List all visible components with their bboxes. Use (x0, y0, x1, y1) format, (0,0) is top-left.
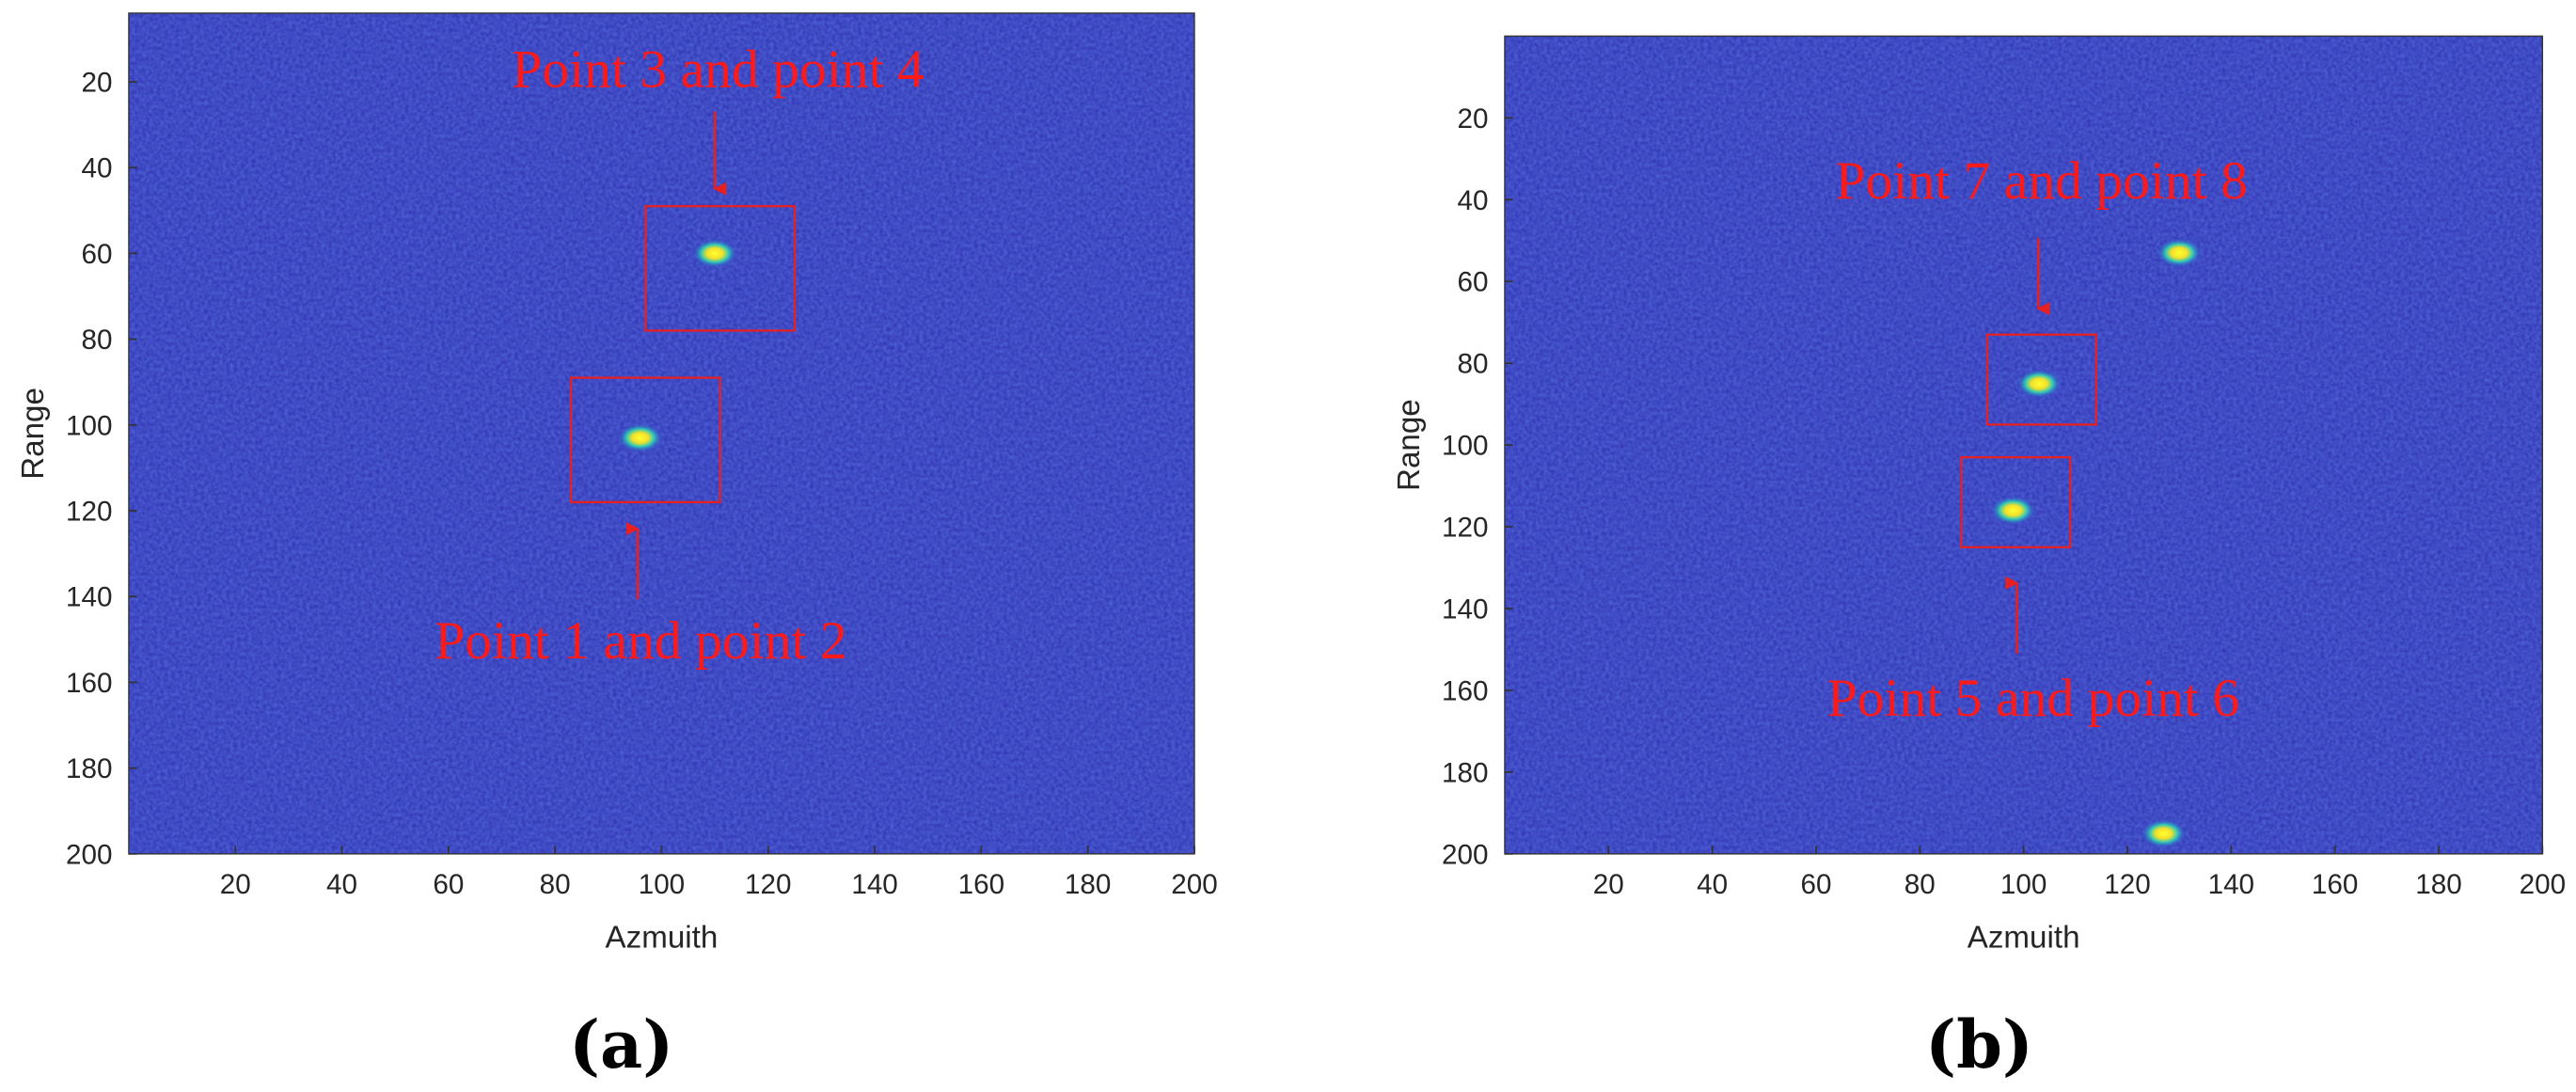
y-tick-label: 60 (1457, 267, 1488, 298)
x-tick-label: 160 (2312, 869, 2358, 900)
y-tick-label: 140 (1442, 593, 1488, 625)
x-tick-label: 180 (1065, 869, 1111, 900)
y-tick-label: 160 (1442, 675, 1488, 706)
annotation-text: Point 5 and point 6 (1827, 669, 2239, 728)
x-tick-label: 180 (2415, 869, 2461, 900)
x-tick-label: 100 (2000, 869, 2047, 900)
x-tick-label: 80 (1904, 869, 1936, 900)
x-tick-label: 120 (745, 869, 791, 900)
x-axis-label: Azmuith (1968, 920, 2080, 955)
annotation-box (644, 205, 797, 332)
x-tick-label: 120 (2104, 869, 2150, 900)
x-tick-label: 200 (2520, 869, 2566, 900)
panel-caption: (b) (1925, 1006, 2033, 1084)
x-tick-label: 60 (433, 869, 464, 900)
x-tick-label: 20 (220, 869, 251, 900)
annotation-text: Point 7 and point 8 (1836, 151, 2248, 211)
y-tick-label: 180 (1442, 757, 1488, 788)
x-tick-label: 40 (326, 869, 357, 900)
target-spot (1990, 495, 2037, 526)
y-tick-label: 180 (66, 753, 112, 784)
x-tick-label: 200 (1171, 869, 1217, 900)
y-tick-label: 200 (66, 839, 112, 870)
annotation-text: Point 1 and point 2 (435, 611, 846, 671)
y-tick-label: 60 (81, 239, 112, 270)
x-tick-label: 80 (540, 869, 571, 900)
x-tick-label: 20 (1593, 869, 1624, 900)
x-tick-label: 40 (1697, 869, 1728, 900)
annotation-text: Point 3 and point 4 (512, 40, 924, 100)
target-spot (2156, 238, 2203, 268)
y-tick-label: 100 (1442, 431, 1488, 462)
x-tick-label: 140 (851, 869, 897, 900)
y-tick-label: 80 (1457, 349, 1488, 380)
x-tick-label: 160 (958, 869, 1004, 900)
y-tick-label: 80 (81, 324, 112, 356)
y-tick-label: 200 (1442, 839, 1488, 870)
panel-caption: (a) (569, 1006, 673, 1084)
image-noise (1504, 36, 2543, 854)
y-tick-label: 120 (66, 496, 112, 527)
x-axis-label: Azmuith (606, 920, 719, 955)
x-tick-label: 100 (639, 869, 685, 900)
annotation-box (1960, 456, 2072, 548)
y-tick-label: 100 (66, 410, 112, 441)
target-spot (617, 422, 664, 453)
annotation-box (1985, 333, 2098, 426)
y-tick-label: 40 (1457, 185, 1488, 216)
target-spot (691, 238, 738, 269)
target-spot (2015, 369, 2062, 399)
y-axis-label: Range (1392, 399, 1427, 491)
x-tick-label: 140 (2208, 869, 2254, 900)
x-tick-label: 60 (1800, 869, 1831, 900)
annotation-box (570, 376, 721, 504)
y-tick-label: 160 (66, 668, 112, 699)
target-spot (2141, 818, 2188, 848)
y-tick-label: 20 (81, 67, 112, 98)
y-tick-label: 40 (81, 153, 112, 184)
y-tick-label: 20 (1457, 103, 1488, 135)
y-tick-label: 140 (66, 582, 112, 613)
y-axis-label: Range (16, 388, 51, 480)
y-tick-label: 120 (1442, 513, 1488, 544)
